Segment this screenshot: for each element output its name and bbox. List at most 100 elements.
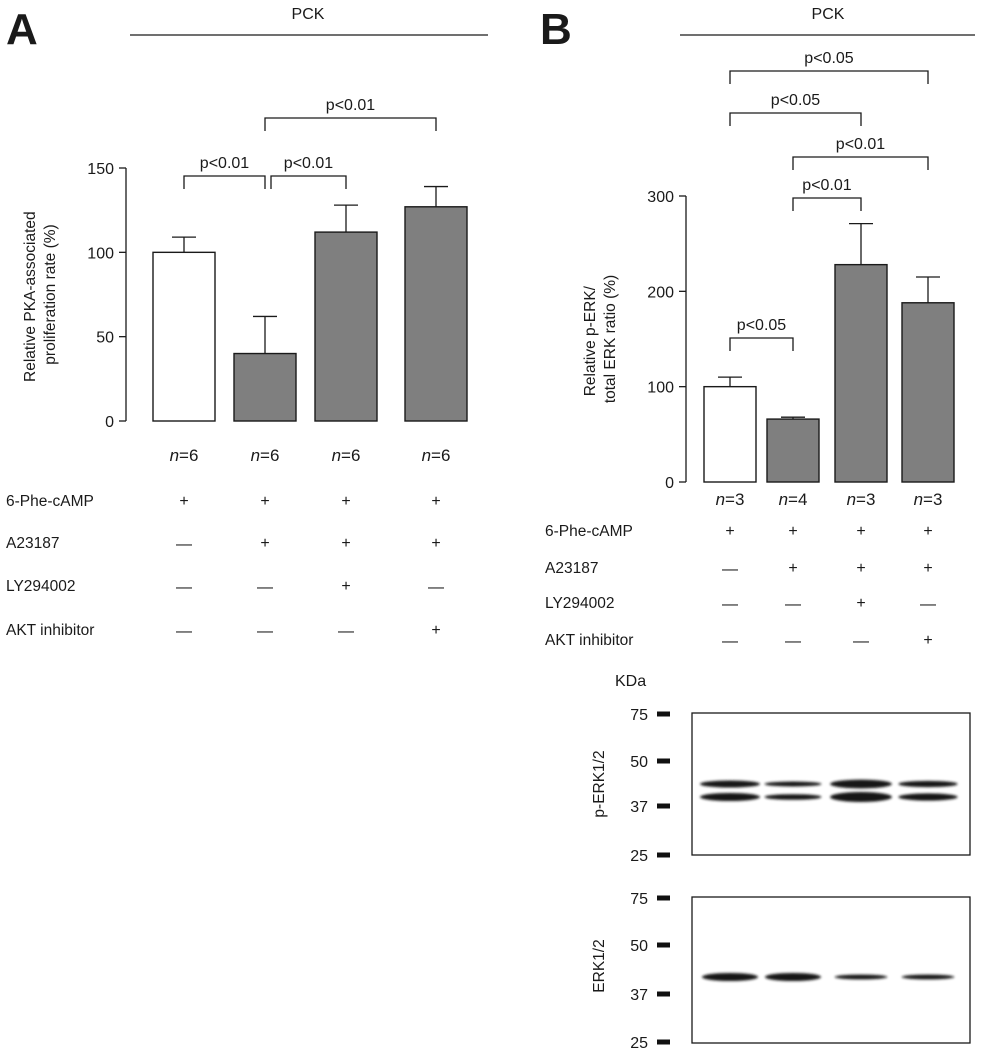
p-value-label: p<0.01 bbox=[200, 155, 249, 172]
size-marker-tick bbox=[657, 1039, 670, 1045]
n-symbol: n bbox=[779, 490, 788, 509]
treatment-name: 6-Phe-cAMP bbox=[545, 523, 633, 540]
blot-p-erk-label: p-ERK1/2 bbox=[591, 750, 608, 817]
size-marker-label: 75 bbox=[630, 707, 648, 724]
p-value-label: p<0.01 bbox=[802, 177, 851, 194]
bracket-line bbox=[270, 175, 347, 189]
y-tick-label: 100 bbox=[87, 245, 114, 262]
plus-sign: + bbox=[725, 523, 734, 540]
p-value-label: p<0.01 bbox=[284, 155, 333, 172]
plus-sign: + bbox=[923, 632, 932, 649]
panel-b-n-labels: n=3 n=4 n=3 n=3 bbox=[716, 490, 943, 509]
plus-sign: + bbox=[788, 560, 797, 577]
panel-a-header: PCK bbox=[292, 6, 325, 23]
treatment-row: 6-Phe-cAMP + + + + bbox=[545, 523, 933, 540]
blot-erk-bands bbox=[702, 973, 955, 981]
significance-bracket: p<0.01 bbox=[792, 177, 862, 211]
minus-sign: — bbox=[338, 623, 354, 640]
blot-p-erk: p-ERK1/2 75 50 37 25 bbox=[591, 707, 971, 865]
size-marker-label: 37 bbox=[630, 799, 648, 816]
minus-sign: — bbox=[428, 579, 444, 596]
panel-b-bars bbox=[703, 222, 955, 483]
blot-p-erk-bands bbox=[700, 779, 958, 802]
minus-sign: — bbox=[176, 579, 192, 596]
panel-a-treatment-table: 6-Phe-cAMP + + + +A23187— + + +LY294002— — + —AKT … bbox=[6, 493, 444, 640]
n-value: =3 bbox=[725, 490, 744, 509]
significance-bracket: p<0.05 bbox=[729, 317, 794, 351]
bar bbox=[233, 352, 297, 422]
panel-b-y-axis: 0 100 200 300 bbox=[647, 189, 687, 492]
y-tick-label: 50 bbox=[96, 330, 114, 347]
treatment-name: A23187 bbox=[6, 535, 59, 552]
treatment-name: AKT inhibitor bbox=[545, 632, 633, 649]
n-label: n=6 bbox=[170, 446, 199, 465]
bar bbox=[703, 385, 757, 483]
panel-a: A PCK p<0.01 p<0.01 p<0.01 0 50 100 150 Relat… bbox=[6, 5, 488, 640]
plus-sign: + bbox=[923, 523, 932, 540]
panel-a-y-axis-label-line-2: proliferation rate (%) bbox=[42, 224, 59, 364]
minus-sign: — bbox=[920, 596, 936, 613]
bracket-line bbox=[729, 112, 862, 126]
size-marker-tick bbox=[657, 852, 670, 858]
plus-sign: + bbox=[788, 523, 797, 540]
blot-band bbox=[764, 781, 822, 787]
blot-band bbox=[765, 973, 821, 981]
treatment-name: LY294002 bbox=[6, 578, 76, 595]
significance-bracket: p<0.05 bbox=[729, 50, 929, 84]
n-label: n=3 bbox=[914, 490, 943, 509]
n-value: =3 bbox=[923, 490, 942, 509]
n-value: =6 bbox=[260, 446, 279, 465]
minus-sign: — bbox=[785, 596, 801, 613]
treatment-row: LY294002 — — + — bbox=[6, 578, 444, 596]
n-label: n=6 bbox=[332, 446, 361, 465]
plus-sign: + bbox=[856, 523, 865, 540]
plus-sign: + bbox=[341, 535, 350, 552]
blot-band bbox=[834, 974, 888, 980]
plus-sign: + bbox=[260, 493, 269, 510]
panel-b-y-axis-label-line-1: Relative p-ERK/ bbox=[582, 285, 599, 396]
blot-band bbox=[700, 780, 760, 788]
panel-b-significance-brackets: p<0.05 p<0.01 p<0.01 p<0.05 p<0.05 bbox=[729, 50, 929, 351]
y-tick-label: 200 bbox=[647, 284, 674, 301]
blot-band bbox=[898, 780, 958, 788]
bracket-line bbox=[183, 175, 266, 189]
p-value-label: p<0.01 bbox=[836, 136, 885, 153]
n-label: n=4 bbox=[779, 490, 808, 509]
panel-a-y-axis: 0 50 100 150 bbox=[87, 161, 127, 431]
n-label: n=3 bbox=[847, 490, 876, 509]
panel-b-header: PCK bbox=[812, 6, 845, 23]
p-value-label: p<0.01 bbox=[326, 97, 375, 114]
blot-band bbox=[898, 793, 958, 801]
bracket-line bbox=[264, 117, 437, 131]
minus-sign: — bbox=[257, 623, 273, 640]
significance-bracket: p<0.01 bbox=[264, 97, 437, 131]
p-value-label: p<0.05 bbox=[737, 317, 786, 334]
y-tick-label: 0 bbox=[665, 475, 674, 492]
n-symbol: n bbox=[914, 490, 923, 509]
treatment-name: A23187 bbox=[545, 560, 598, 577]
panel-a-significance-brackets: p<0.01 p<0.01 p<0.01 bbox=[183, 97, 437, 189]
bar bbox=[314, 231, 378, 422]
plus-sign: + bbox=[431, 622, 440, 639]
minus-sign: — bbox=[722, 561, 738, 578]
panel-a-letter: A bbox=[6, 5, 38, 54]
minus-sign: — bbox=[176, 623, 192, 640]
minus-sign: — bbox=[785, 633, 801, 650]
size-marker-label: 50 bbox=[630, 938, 648, 955]
panel-b-y-axis-label: Relative p-ERK/ total ERK ratio (%) bbox=[582, 275, 619, 403]
plus-sign: + bbox=[431, 535, 440, 552]
bracket-line bbox=[729, 70, 929, 84]
y-tick-label: 300 bbox=[647, 189, 674, 206]
n-label: n=3 bbox=[716, 490, 745, 509]
panel-b-letter: B bbox=[540, 5, 572, 54]
blot-band bbox=[700, 793, 760, 801]
n-value: =4 bbox=[788, 490, 807, 509]
treatment-row: 6-Phe-cAMP + + + + bbox=[6, 493, 441, 510]
n-symbol: n bbox=[847, 490, 856, 509]
size-marker-label: 25 bbox=[630, 1035, 648, 1050]
treatment-name: 6-Phe-cAMP bbox=[6, 493, 94, 510]
size-marker-tick bbox=[657, 758, 670, 764]
plus-sign: + bbox=[341, 578, 350, 595]
blot-band bbox=[901, 974, 955, 980]
